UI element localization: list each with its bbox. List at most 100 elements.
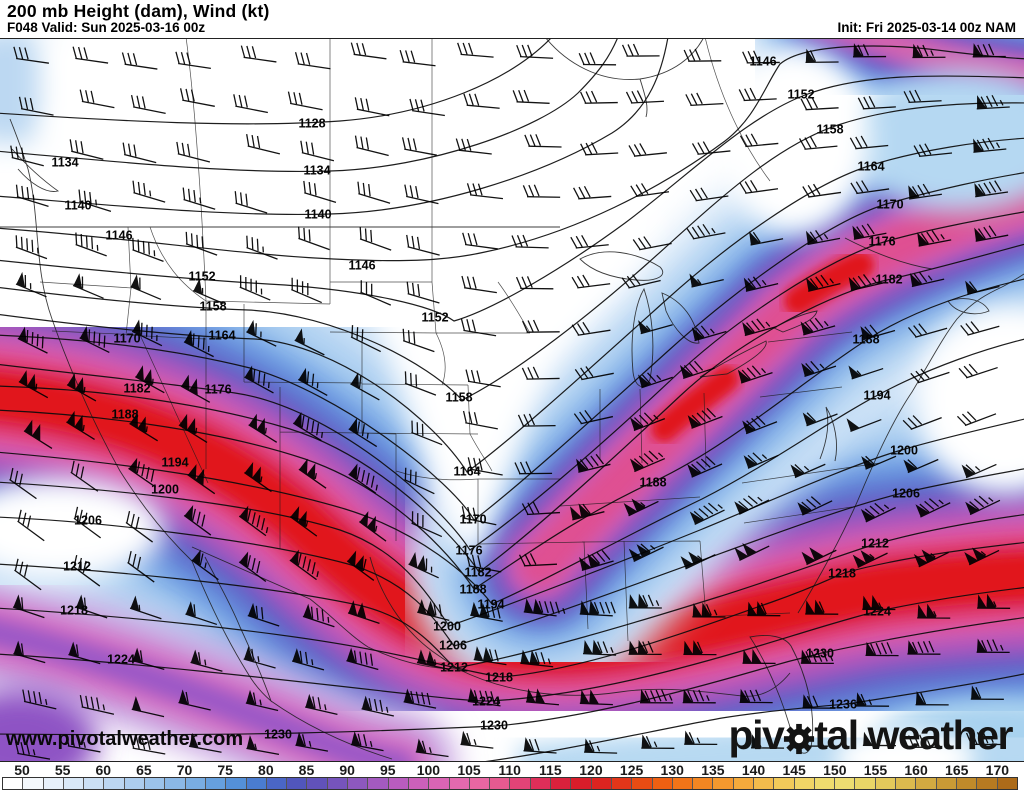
- wind-barb: [583, 639, 617, 656]
- wind-barb: [682, 688, 716, 704]
- colorbar-cell: [23, 778, 44, 789]
- colorbar-cell: [165, 778, 186, 789]
- wind-barb: [73, 506, 102, 539]
- map-canvas: 1134 1140 1146 1152 1158 1164 1170 1176 1182 1188…: [0, 39, 1024, 761]
- contour-label: 1146: [749, 55, 776, 69]
- wind-barb: [797, 496, 833, 516]
- pivotal-weather-logo: piv tal weather: [729, 712, 1014, 759]
- contour-label: 1188: [852, 333, 879, 347]
- contour-label: 1206: [892, 487, 920, 501]
- colorbar-cell: [266, 778, 288, 789]
- contour-label: 1176: [204, 383, 231, 397]
- wind-barb: [907, 323, 948, 338]
- wind-barb: [801, 360, 837, 377]
- wind-barb: [965, 731, 1004, 746]
- wind-barb: [291, 648, 325, 671]
- wind-barb: [520, 649, 554, 668]
- wind-barb: [902, 734, 941, 749]
- wind-barb: [18, 96, 54, 116]
- contour-label: 1200: [890, 444, 918, 458]
- wind-barb: [737, 365, 773, 384]
- colorbar-cell: [571, 778, 592, 789]
- wind-barb: [416, 649, 450, 671]
- wind-barb: [79, 89, 115, 109]
- wind-barb: [183, 505, 212, 536]
- wind-barb: [739, 133, 779, 148]
- wind-barb: [17, 509, 45, 542]
- wind-barb: [687, 407, 723, 429]
- weather-map[interactable]: 1134 1140 1146 1152 1158 1164 1170 1176 1182 1188…: [0, 38, 1024, 762]
- wind-barb: [297, 367, 328, 396]
- colorbar-cell: [104, 778, 125, 789]
- contour-label: 1164: [453, 465, 480, 479]
- wind-barb: [179, 88, 215, 107]
- wind-barb: [518, 553, 558, 567]
- wind-barb: [240, 45, 277, 63]
- wind-barb: [860, 502, 896, 523]
- wind-barb: [346, 647, 379, 671]
- contour-label: 1200: [151, 483, 179, 497]
- wind-barb: [743, 276, 779, 292]
- contour-label: 1236: [829, 698, 857, 712]
- wind-barb: [294, 52, 331, 70]
- wind-barb: [79, 326, 110, 354]
- wind-barb: [305, 693, 338, 715]
- colorbar-tick: 120: [579, 762, 603, 778]
- wind-barb: [347, 600, 380, 624]
- wind-barb: [134, 365, 165, 394]
- wind-barb: [909, 271, 945, 288]
- colorbar-tick: 115: [539, 762, 562, 778]
- wind-barb: [521, 366, 560, 380]
- wind-barb: [848, 365, 884, 380]
- wind-barb: [246, 134, 281, 155]
- wind-barb: [358, 511, 387, 542]
- colorbar-cell: [3, 778, 24, 789]
- wind-barb: [524, 134, 562, 148]
- contour-label: 1218: [828, 567, 856, 581]
- wind-barb: [463, 93, 500, 109]
- wind-barb: [625, 90, 665, 104]
- wind-barb: [404, 184, 439, 205]
- wind-barb: [22, 689, 57, 710]
- wind-barb: [9, 467, 37, 500]
- wind-barb: [961, 463, 997, 479]
- contour-label: 1230: [480, 719, 508, 733]
- colorbar-cell: [551, 778, 572, 789]
- wind-barb: [132, 647, 165, 671]
- wind-barb: [629, 450, 666, 473]
- contour-label: 1176: [868, 235, 895, 249]
- wind-barb: [233, 94, 268, 114]
- wind-barb: [683, 48, 722, 62]
- contour-label: 1224: [107, 653, 135, 667]
- contour-label: 1164: [208, 329, 235, 343]
- colorbar-cell: [977, 778, 998, 789]
- wind-barb: [970, 685, 1004, 700]
- contour-label: 1158: [816, 123, 843, 137]
- wind-barb: [350, 731, 384, 752]
- wind-barb: [687, 456, 723, 478]
- colorbar-cell: [63, 778, 85, 789]
- colorbar-tick: 55: [54, 762, 71, 778]
- colorbar-cell: [896, 778, 917, 789]
- wind-barb: [862, 731, 896, 747]
- wind-barb: [865, 641, 899, 657]
- wind-barb: [470, 601, 503, 622]
- contour-label: 1206: [74, 514, 102, 528]
- wind-barb: [243, 646, 276, 669]
- wind-barb: [523, 737, 557, 754]
- wind-barb: [12, 594, 45, 619]
- wind-barb: [915, 498, 951, 518]
- wind-barb: [132, 237, 164, 262]
- wind-barb: [300, 140, 335, 162]
- colorbar-cell: [226, 778, 247, 789]
- colorbar-tick: 155: [863, 762, 888, 778]
- wind-barb: [974, 180, 1009, 198]
- wind-barb: [75, 594, 108, 619]
- contour-label: 1128: [298, 117, 325, 131]
- contour-label: 1188: [459, 583, 486, 597]
- colorbar-tick: 150: [823, 762, 847, 778]
- wind-barb: [628, 593, 662, 609]
- contour-label: 1134: [51, 156, 78, 170]
- wind-barb: [357, 181, 391, 204]
- wind-barb: [574, 366, 614, 381]
